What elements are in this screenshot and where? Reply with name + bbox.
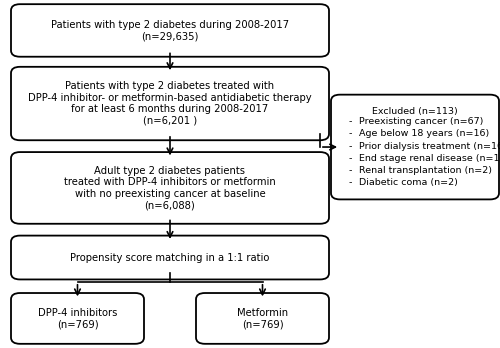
- FancyBboxPatch shape: [11, 152, 329, 224]
- FancyBboxPatch shape: [331, 95, 499, 199]
- FancyBboxPatch shape: [196, 293, 329, 344]
- Text: -: -: [349, 117, 352, 126]
- FancyBboxPatch shape: [11, 4, 329, 57]
- Text: -: -: [349, 166, 352, 175]
- Text: Renal transplantation (n=2): Renal transplantation (n=2): [359, 166, 492, 175]
- Text: Preexisting cancer (n=67): Preexisting cancer (n=67): [359, 117, 484, 126]
- Text: Patients with type 2 diabetes treated with
DPP-4 inhibitor- or metformin-based a: Patients with type 2 diabetes treated wi…: [28, 81, 312, 126]
- Text: -: -: [349, 142, 352, 151]
- FancyBboxPatch shape: [11, 293, 144, 344]
- Text: Metformin
(n=769): Metformin (n=769): [237, 308, 288, 329]
- Text: DPP-4 inhibitors
(n=769): DPP-4 inhibitors (n=769): [38, 308, 117, 329]
- Text: Age below 18 years (n=16): Age below 18 years (n=16): [359, 129, 490, 139]
- Text: End stage renal disease (n=10): End stage renal disease (n=10): [359, 154, 500, 163]
- Text: -: -: [349, 154, 352, 163]
- Text: -: -: [349, 178, 352, 187]
- Text: Diabetic coma (n=2): Diabetic coma (n=2): [359, 178, 458, 187]
- Text: Patients with type 2 diabetes during 2008-2017
(n=29,635): Patients with type 2 diabetes during 200…: [51, 19, 289, 41]
- Text: Adult type 2 diabetes patients
treated with DPP-4 inhibitors or metformin
with n: Adult type 2 diabetes patients treated w…: [64, 166, 276, 210]
- Text: Propensity score matching in a 1:1 ratio: Propensity score matching in a 1:1 ratio: [70, 253, 270, 262]
- Text: -: -: [349, 129, 352, 139]
- FancyBboxPatch shape: [11, 67, 329, 140]
- FancyBboxPatch shape: [11, 236, 329, 279]
- Text: Prior dialysis treatment (n=16): Prior dialysis treatment (n=16): [359, 142, 500, 151]
- Text: Excluded (n=113): Excluded (n=113): [372, 107, 458, 116]
